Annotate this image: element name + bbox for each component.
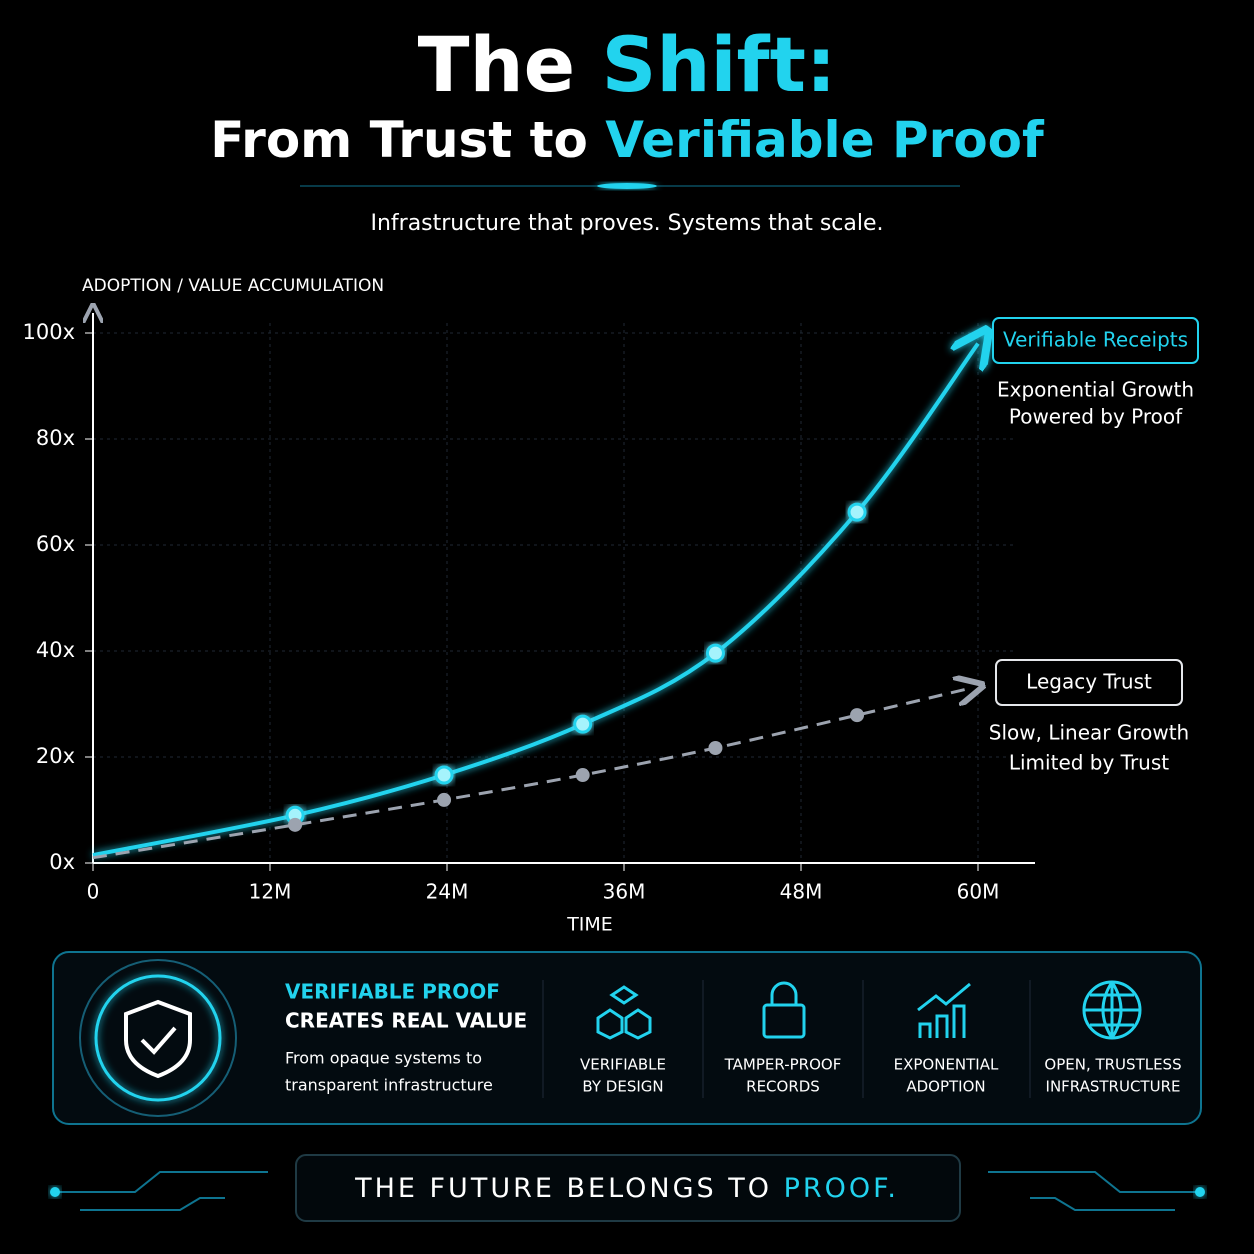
circuit-dot (1195, 1187, 1205, 1197)
data-point (575, 768, 590, 783)
feature-label: EXPONENTIAL (894, 1056, 999, 1074)
feature-label: TAMPER-PROOF (724, 1056, 842, 1074)
x-tick-label: 60M (957, 880, 1000, 904)
panel-text: transparent infrastructure (285, 1076, 493, 1095)
data-point (437, 792, 452, 807)
globe-lines (1084, 981, 1140, 1039)
legend-note: Exponential Growth (997, 378, 1194, 402)
legend-note: Powered by Proof (1009, 405, 1183, 429)
subtitle: From Trust to Verifiable Proof (210, 111, 1045, 169)
divider-glow (597, 183, 657, 189)
x-tick-label: 36M (603, 880, 646, 904)
data-point (705, 643, 725, 663)
y-tick-label: 100x (22, 320, 75, 344)
circuit-right (988, 1171, 1200, 1211)
legend-label: Legacy Trust (1026, 670, 1152, 694)
title: The Shift: (418, 20, 837, 109)
subtitle-a: From Trust to (210, 111, 588, 169)
shield-ring-outer (79, 959, 237, 1117)
y-axis-label: ADOPTION / VALUE ACCUMULATION (82, 276, 384, 296)
shield-icon (124, 999, 192, 1079)
y-tick-label: 20x (36, 744, 75, 768)
legend-box (992, 317, 1199, 364)
footer-a: THE FUTURE BELONGS TO (354, 1173, 772, 1204)
x-axis-label: TIME (566, 914, 613, 936)
y-tick-label: 60x (36, 532, 75, 556)
shield-ring (94, 974, 222, 1102)
title-b: Shift: (602, 20, 837, 109)
x-tick-label: 48M (780, 880, 823, 904)
data-point (850, 708, 865, 723)
icons (596, 980, 1142, 1040)
panel-heading: CREATES REAL VALUE (285, 1009, 527, 1033)
lock-shackle (770, 981, 798, 1005)
x-tick-label: 0 (87, 880, 100, 904)
y-tick-label: 40x (36, 638, 75, 662)
title-a: The (418, 20, 576, 109)
data-point (288, 817, 303, 832)
legend-label: Verifiable Receipts (1003, 328, 1188, 352)
data-point (847, 502, 867, 522)
y-tick-label: 80x (36, 426, 75, 450)
lock-icon (762, 1003, 806, 1039)
panel-text: From opaque systems to (285, 1049, 482, 1068)
footer-b: PROOF. (784, 1173, 899, 1204)
tagline: Infrastructure that proves. Systems that… (370, 211, 883, 236)
feature-label: ADOPTION (906, 1078, 985, 1096)
data-point (573, 714, 593, 734)
legend-note: Limited by Trust (1009, 751, 1169, 775)
y-tick-label: 0x (49, 850, 75, 874)
feature-label: BY DESIGN (582, 1078, 663, 1096)
feature-label: OPEN, TRUSTLESS (1044, 1056, 1181, 1074)
legend-note: Slow, Linear Growth (989, 721, 1189, 745)
x-tick-label: 12M (249, 880, 292, 904)
data-point (708, 740, 723, 755)
legend-box (995, 659, 1183, 706)
footer-box (295, 1154, 961, 1222)
check-icon (140, 1026, 177, 1055)
panel-heading: VERIFIABLE PROOF (285, 980, 500, 1004)
data-point (434, 765, 454, 785)
panel (52, 951, 1202, 1125)
circuit-dot (50, 1187, 60, 1197)
feature-label: VERIFIABLE (580, 1056, 666, 1074)
growth-icon (917, 982, 971, 1038)
blocks-icon (596, 985, 652, 1040)
footer-text: THE FUTURE BELONGS TO PROOF. (354, 1173, 899, 1204)
subtitle-b: Verifiable Proof (605, 111, 1045, 169)
feature-label: INFRASTRUCTURE (1046, 1078, 1181, 1096)
feature-label: RECORDS (746, 1078, 820, 1096)
circuit-left (55, 1171, 268, 1211)
x-tick-label: 24M (426, 880, 469, 904)
